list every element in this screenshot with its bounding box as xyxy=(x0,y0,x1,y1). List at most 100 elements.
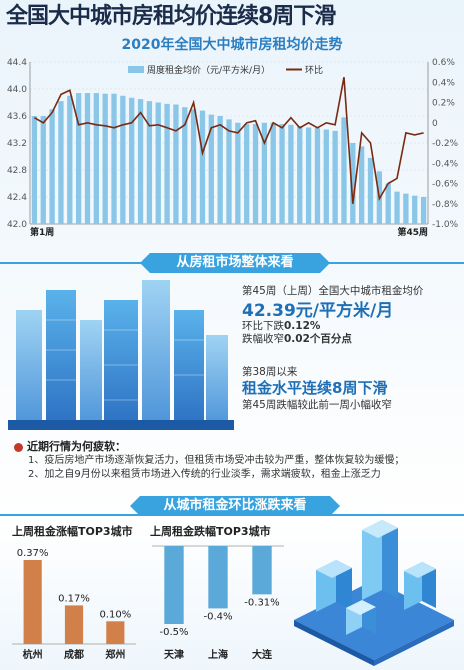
rise-city-label: 郑州 xyxy=(105,648,125,661)
rise-city-label: 成都 xyxy=(64,648,84,661)
rise-value-label: 0.10% xyxy=(99,609,131,620)
rent-bar xyxy=(244,124,250,224)
rent-bar xyxy=(420,197,427,224)
rent-bar xyxy=(350,143,356,224)
rent-bar xyxy=(288,124,294,224)
fall-bar xyxy=(164,546,184,624)
bullet-dot-icon xyxy=(14,442,23,452)
y-left-tick: 42.0 xyxy=(7,220,27,230)
rent-bar xyxy=(67,95,73,224)
rise-city-label: 杭州 xyxy=(23,648,43,661)
rent-bar xyxy=(164,103,170,224)
fall-value-label: -0.31% xyxy=(244,597,279,608)
y-right-tick: 0 xyxy=(432,119,438,129)
trend-reasons: 近期行情为何疲软： 1、疫后房地产市场逐渐恢复活力，但租赁市场受冲击较为严重，整… xyxy=(14,438,454,482)
y-right-tick: -0.6% xyxy=(432,180,459,190)
top3-fall-title: 上周租金跌幅TOP3城市 xyxy=(150,525,271,538)
rent-bar xyxy=(279,124,285,224)
y-right-tick: -0.8% xyxy=(432,200,459,210)
x-label-last: 第45周 xyxy=(397,226,428,238)
trend-item-2: 2、加之自9月份以来租赁市场进入传统的行业淡季，需求端疲软，租金上涨乏力 xyxy=(28,469,381,480)
stat-narrow: 跌幅收窄0.02个百分点 xyxy=(242,331,352,346)
rent-bar xyxy=(332,130,338,224)
y-right-tick: 0.6% xyxy=(432,58,455,68)
stat-8-week-decline: 租金水平连续8周下滑 xyxy=(242,379,388,397)
fall-value-label: -0.4% xyxy=(203,611,232,622)
rent-bar xyxy=(412,195,418,224)
rent-bar xyxy=(226,119,232,224)
y-right-tick: 0.2% xyxy=(432,99,455,109)
rent-trend-chart: 周度租金均价（元/平方米/月） 环比 42.0 42.4 42.8 43.2 43.6 44.… xyxy=(7,58,459,238)
rent-bar xyxy=(190,109,197,224)
legend-mom-label: 环比 xyxy=(305,64,323,76)
city-skyline-illustration xyxy=(8,280,234,430)
rent-bar xyxy=(261,122,268,224)
section2-banner: 从城市租金环比涨跌来看 xyxy=(130,496,340,516)
rent-bar xyxy=(297,126,303,224)
rent-bar xyxy=(129,97,135,224)
rise-bar xyxy=(64,605,84,644)
stat-narrow-value: 0.02个百分点 xyxy=(284,333,352,345)
rent-bar xyxy=(403,193,409,224)
main-chart-title: 2020年全国大中城市房租均价走势 xyxy=(121,37,343,53)
rent-bar xyxy=(217,116,223,224)
rise-value-label: 0.37% xyxy=(17,548,49,559)
section1-banner: 从房租市场整体来看 xyxy=(140,253,330,273)
rent-bar xyxy=(111,93,117,224)
fall-city-label: 大连 xyxy=(252,648,273,661)
stat-mom-drop-label: 环比下跌 xyxy=(242,320,284,332)
y-left-tick: 42.4 xyxy=(7,193,27,203)
rise-value-label: 0.17% xyxy=(58,593,90,604)
rent-bar xyxy=(385,183,391,224)
x-label-first: 第1周 xyxy=(30,226,54,238)
y-right-tick: -0.4% xyxy=(432,159,459,169)
isometric-city-illustration xyxy=(294,520,454,666)
stat-narrow-label: 跌幅收窄 xyxy=(242,333,284,345)
stat-week45-label: 第45周（上周）全国大中城市租金均价 xyxy=(242,285,424,297)
trend-title: 近期行情为何疲软： xyxy=(27,440,126,453)
rent-bar xyxy=(208,114,214,224)
y-right-tick: -0.2% xyxy=(432,139,459,149)
trend-title-row: 近期行情为何疲软： xyxy=(14,438,454,454)
fall-city-label: 天津 xyxy=(164,648,184,661)
stat-mom-drop: 环比下跌0.12% xyxy=(242,318,320,333)
stat-since-week38: 第38周以来 xyxy=(242,366,298,378)
rent-bar xyxy=(359,146,365,224)
rent-bar xyxy=(84,93,91,224)
fall-city-label: 上海 xyxy=(208,648,228,661)
y-right-tick: 0.4% xyxy=(432,78,455,88)
rent-bar xyxy=(182,107,188,224)
rent-bar xyxy=(155,102,161,224)
y-left-tick: 44.0 xyxy=(7,85,27,95)
rent-bar xyxy=(31,116,38,224)
rent-bar xyxy=(199,110,206,224)
top3-rise-title: 上周租金涨幅TOP3城市 xyxy=(12,525,133,538)
headline: 全国大中城市房租均价连续8周下滑 xyxy=(6,4,336,29)
fall-bar xyxy=(208,546,228,609)
rent-bar xyxy=(305,127,312,224)
rent-bar xyxy=(40,116,46,224)
rise-bar xyxy=(106,621,125,644)
rent-bar xyxy=(394,191,400,224)
y-left-tick: 42.8 xyxy=(7,166,27,176)
y-left-tick: 43.2 xyxy=(7,139,27,149)
legend-rent-label: 周度租金均价（元/平方米/月） xyxy=(147,64,270,76)
fall-value-label: -0.5% xyxy=(159,627,188,638)
rent-bar xyxy=(93,93,99,224)
rent-bar xyxy=(323,129,329,224)
stat-week45-narrow: 第45周跌幅较此前一周小幅收窄 xyxy=(242,399,392,411)
rent-bar xyxy=(137,99,144,224)
stat-mom-drop-value: 0.12% xyxy=(284,320,321,332)
stat-price: 42.39元/平方米/月 xyxy=(242,301,394,321)
rent-bar xyxy=(102,93,108,224)
y-left-tick: 44.4 xyxy=(7,58,27,68)
rent-bar xyxy=(341,117,347,224)
rent-bar xyxy=(58,101,64,224)
y-left-tick: 43.6 xyxy=(7,112,27,122)
rent-bar xyxy=(146,101,153,224)
rise-bar xyxy=(23,560,42,644)
rent-bar xyxy=(235,122,241,224)
rent-bar xyxy=(120,95,126,224)
y-right-tick: -1.0% xyxy=(432,220,459,230)
